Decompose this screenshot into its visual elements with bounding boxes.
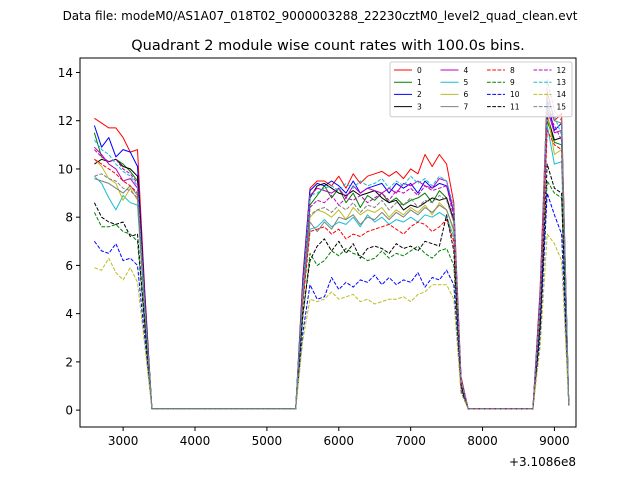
legend-label-11: 11 [510, 102, 520, 111]
legend-label-9: 9 [510, 78, 515, 87]
legend-label-1: 1 [417, 78, 422, 87]
y-tick-label: 2 [65, 355, 73, 369]
legend-label-10: 10 [510, 90, 520, 99]
legend-label-14: 14 [557, 90, 567, 99]
legend-label-2: 2 [417, 90, 422, 99]
series-line-13 [94, 98, 570, 410]
x-tick-label: 6000 [324, 434, 355, 448]
y-tick-label: 12 [58, 114, 73, 128]
y-axis: 0 2 4 6 8 10 12 14 [58, 66, 80, 418]
axes-background [80, 58, 576, 427]
series-line-14 [94, 233, 570, 410]
x-axis: 3000 4000 5000 6000 7000 8000 9000 [108, 427, 570, 448]
y-tick-label: 14 [58, 66, 73, 80]
x-tick-label: 8000 [467, 434, 498, 448]
legend-label-0: 0 [417, 66, 422, 75]
legend-label-4: 4 [464, 66, 469, 75]
legend-label-12: 12 [557, 66, 567, 75]
y-tick-label: 8 [65, 211, 73, 225]
y-tick-label: 6 [65, 259, 73, 273]
legend-label-15: 15 [557, 102, 567, 111]
x-tick-label: 5000 [252, 434, 283, 448]
x-tick-label: 4000 [180, 434, 211, 448]
x-tick-label: 9000 [539, 434, 570, 448]
figure-suptitle: Data file: modeM0/AS1A07_018T02_90000032… [63, 9, 578, 23]
legend-label-8: 8 [510, 66, 515, 75]
series-line-15 [94, 79, 570, 410]
legend-box [389, 61, 573, 118]
x-tick-label: 7000 [395, 434, 426, 448]
legend-label-13: 13 [557, 78, 567, 87]
y-tick-label: 0 [65, 404, 73, 418]
legend-label-6: 6 [464, 90, 469, 99]
plot-area [80, 58, 576, 427]
legend-label-3: 3 [417, 102, 422, 111]
axes-frame [79, 57, 577, 428]
series-layer [93, 79, 570, 410]
y-tick-label: 10 [58, 162, 73, 176]
x-tick-label: 3000 [108, 434, 139, 448]
chart-title: Quadrant 2 module wise count rates with … [131, 38, 525, 54]
y-tick-label: 4 [65, 307, 73, 321]
legend-label-5: 5 [464, 78, 469, 87]
legend-label-7: 7 [464, 102, 469, 111]
x-offset-label: +3.1086e8 [509, 455, 576, 469]
series-line-12 [94, 113, 570, 410]
